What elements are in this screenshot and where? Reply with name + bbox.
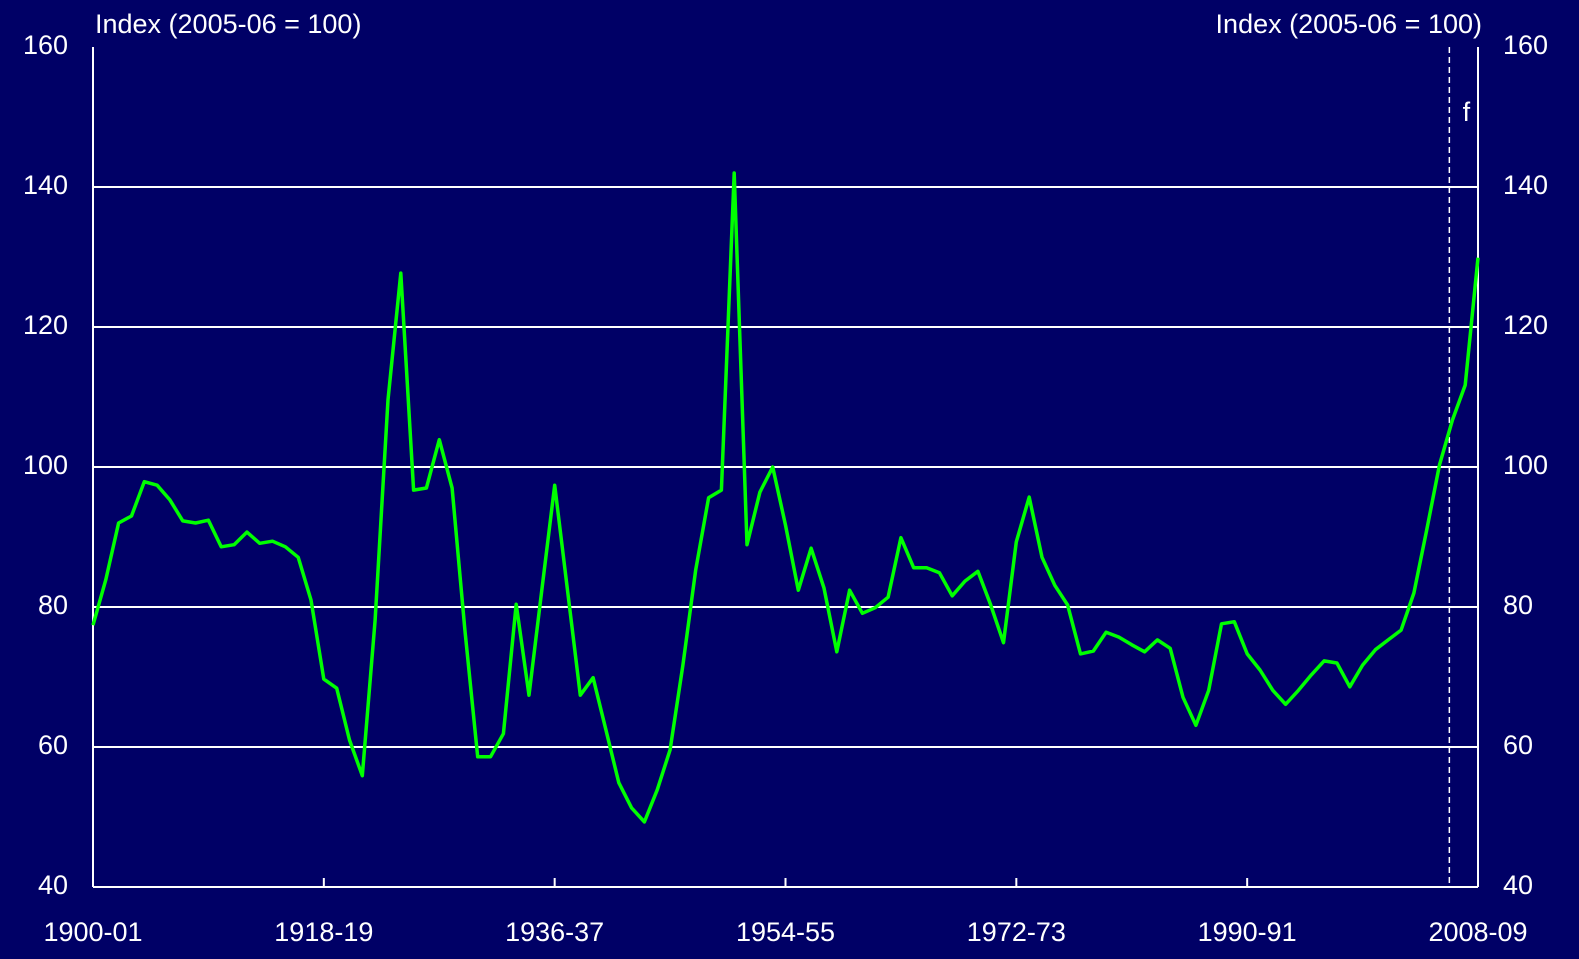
y2-tick-label: 100 (1503, 450, 1548, 480)
data-line (91, 171, 1480, 824)
y2-axis-label: Index (2005-06 = 100) (1216, 9, 1482, 39)
y-tick-label: 80 (38, 590, 68, 620)
x-tick-label: 2008-09 (1428, 917, 1527, 947)
x-tick-label: 1936-37 (505, 917, 604, 947)
x-tick-label: 1990-91 (1198, 917, 1297, 947)
x-tick-label: 1918-19 (274, 917, 373, 947)
y-tick-label: 160 (23, 30, 68, 60)
y2-tick-label: 60 (1503, 730, 1533, 760)
y2-tick-label: 160 (1503, 30, 1548, 60)
x-tick-label: 1972-73 (967, 917, 1066, 947)
x-tick-label: 1900-01 (43, 917, 142, 947)
y2-tick-label: 120 (1503, 310, 1548, 340)
y2-tick-label: 140 (1503, 170, 1548, 200)
y-tick-label: 60 (38, 730, 68, 760)
y-axis-label: Index (2005-06 = 100) (95, 9, 361, 39)
y-tick-label: 140 (23, 170, 68, 200)
y2-tick-label: 80 (1503, 590, 1533, 620)
annotation: f (1463, 97, 1471, 127)
y-tick-label: 120 (23, 310, 68, 340)
y-tick-label: 100 (23, 450, 68, 480)
x-tick-label: 1954-55 (736, 917, 835, 947)
y-tick-label: 40 (38, 870, 68, 900)
y2-tick-label: 40 (1503, 870, 1533, 900)
